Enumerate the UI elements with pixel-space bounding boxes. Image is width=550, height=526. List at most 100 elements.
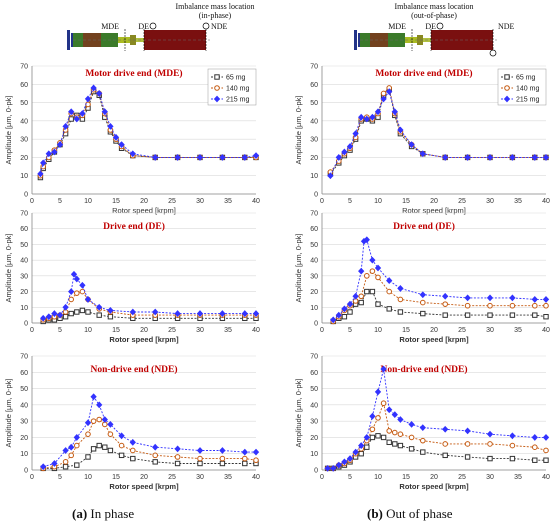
data-point <box>346 455 354 462</box>
data-point <box>386 288 393 295</box>
data-point <box>79 281 86 289</box>
y-tick-label: 40 <box>310 118 318 125</box>
data-point <box>118 141 125 149</box>
x-tick-label: 5 <box>58 198 62 205</box>
legend-label: 65 mg <box>226 75 246 82</box>
data-point <box>509 312 516 318</box>
data-point <box>196 154 204 161</box>
data-point <box>420 310 426 317</box>
y-tick-label: 0 <box>314 192 318 199</box>
data-point <box>386 306 392 312</box>
data-point <box>152 459 158 465</box>
x-axis-label: Rotor speed [krpm] <box>109 482 179 491</box>
x-tick-label: 0 <box>30 474 34 481</box>
data-point <box>90 84 97 92</box>
data-point <box>375 301 381 307</box>
data-point <box>341 305 348 313</box>
y-tick-label: 0 <box>24 468 28 475</box>
x-tick-label: 25 <box>458 198 466 205</box>
data-point <box>543 314 549 320</box>
x-axis-label: Rotor speed [krpm] <box>402 206 466 215</box>
data-point <box>242 460 248 467</box>
data-point <box>543 457 549 463</box>
data-point <box>68 296 74 303</box>
data-point <box>174 310 181 317</box>
data-point <box>364 444 370 450</box>
x-tick-label: 15 <box>402 198 410 205</box>
data-point <box>386 406 393 414</box>
data-point <box>68 288 75 295</box>
data-point <box>62 447 69 454</box>
data-point <box>380 95 387 103</box>
caption-b: (b) Out of phase <box>367 506 453 522</box>
data-point <box>464 312 471 318</box>
data-point <box>464 441 471 447</box>
data-point <box>73 434 80 441</box>
data-point <box>380 90 387 97</box>
data-point <box>509 442 516 449</box>
data-point <box>542 434 550 441</box>
y-tick-label: 70 <box>20 211 28 218</box>
rotor-drawing <box>354 22 497 57</box>
data-point <box>397 431 404 437</box>
data-point <box>442 312 448 318</box>
data-point <box>68 452 74 459</box>
data-point <box>174 454 181 460</box>
legend-label: 215 mg <box>516 97 539 104</box>
data-point <box>509 432 516 440</box>
data-point <box>397 296 404 303</box>
x-tick-label: 30 <box>486 198 494 205</box>
y-tick-label: 70 <box>20 64 28 71</box>
data-point <box>62 303 69 311</box>
data-point <box>118 452 125 459</box>
schematic-label-nde: NDE <box>498 22 515 31</box>
data-point <box>542 154 550 161</box>
series-215-mg <box>40 270 260 322</box>
data-point <box>363 434 370 441</box>
data-point <box>51 310 58 317</box>
x-tick-label: 25 <box>458 327 466 334</box>
y-tick-label: 50 <box>310 100 318 107</box>
data-point <box>442 452 448 459</box>
data-point <box>197 460 203 467</box>
data-point <box>330 464 337 472</box>
data-point <box>346 300 354 308</box>
data-point <box>386 88 393 95</box>
data-point <box>358 267 365 275</box>
data-point <box>369 268 376 274</box>
data-point <box>420 437 426 444</box>
data-point <box>442 425 449 433</box>
data-point <box>419 424 426 432</box>
data-point <box>56 141 64 149</box>
x-tick-label: 10 <box>84 327 92 334</box>
chart-b-de: 0 10 20 30 40 50 60 70 0 5 10 15 20 25 30 35 40 Rotor spe… <box>294 211 550 345</box>
y-tick-label: 40 <box>20 118 28 125</box>
y-tick-label: 60 <box>20 82 28 89</box>
y-tick-label: 30 <box>20 273 28 280</box>
data-point <box>219 455 226 462</box>
data-point <box>68 108 75 116</box>
data-point <box>386 428 393 434</box>
x-tick-label: 30 <box>196 327 204 334</box>
data-point <box>84 419 92 427</box>
data-point <box>56 311 64 319</box>
y-tick-label: 50 <box>310 242 318 249</box>
x-tick-label: 25 <box>168 327 176 334</box>
x-tick-label: 10 <box>84 198 92 205</box>
data-point <box>532 312 538 318</box>
data-point <box>509 154 516 161</box>
schematic-title-line1: Imbalance mass location <box>175 2 254 11</box>
data-point <box>96 442 102 449</box>
data-point <box>397 309 404 315</box>
x-tick-label: 40 <box>252 198 260 205</box>
data-point <box>152 154 159 161</box>
x-tick-label: 15 <box>112 198 120 205</box>
legend-label: 65 mg <box>516 75 536 82</box>
series-215-mg <box>330 236 550 324</box>
data-point <box>96 401 103 409</box>
data-point <box>241 154 248 161</box>
y-tick-label: 40 <box>20 402 28 409</box>
series-215-mg <box>37 84 260 178</box>
y-tick-label: 60 <box>310 82 318 89</box>
x-tick-label: 35 <box>224 327 232 334</box>
